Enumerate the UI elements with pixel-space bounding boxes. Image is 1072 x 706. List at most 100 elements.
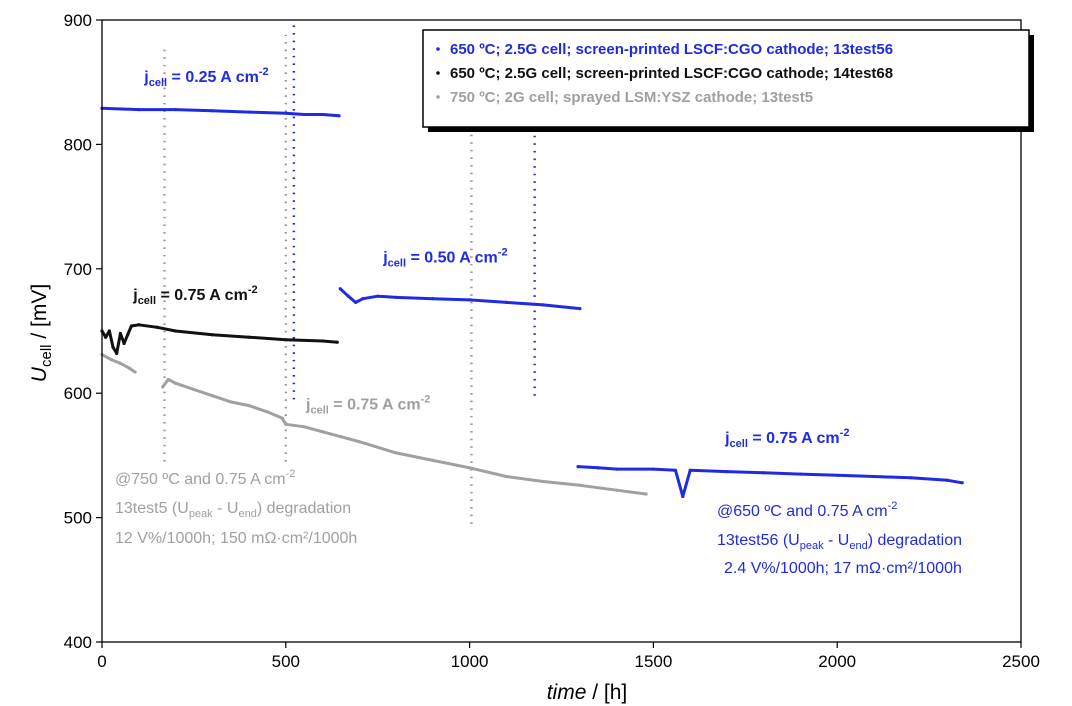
- data-point: [280, 416, 284, 420]
- data-point: [688, 468, 692, 472]
- data-point: [394, 451, 398, 455]
- current-density-label: jcell = 0.25 A cm-2: [143, 66, 268, 89]
- data-point: [302, 112, 306, 117]
- data-point: [137, 323, 141, 327]
- data-point: [725, 469, 729, 474]
- note-13test56-line1: @650 ºC and 0.75 A cm-2: [717, 500, 897, 520]
- series-3: [100, 353, 648, 496]
- data-point: [118, 331, 122, 336]
- data-point: [468, 466, 472, 470]
- y-tick-label: 700: [64, 260, 92, 279]
- data-point: [346, 294, 350, 298]
- data-point: [394, 295, 398, 300]
- y-tick-label: 600: [64, 384, 92, 403]
- data-point: [615, 488, 619, 492]
- note-13test5-line1: @750 ºC and 0.75 A cm-2: [115, 468, 295, 488]
- current-density-labels: jcell = 0.25 A cm-2 jcell = 0.50 A cm-2 jc…: [132, 66, 849, 450]
- y-tick-label: 500: [64, 509, 92, 528]
- data-point: [247, 335, 251, 339]
- data-point: [798, 472, 803, 476]
- y-tick-label: 400: [64, 633, 92, 652]
- data-point: [673, 468, 678, 472]
- legend-box: [422, 29, 1030, 128]
- data-point: [615, 467, 619, 471]
- data-point: [126, 333, 130, 337]
- data-point: [192, 387, 196, 392]
- plot-frame: [101, 19, 1022, 643]
- y-tick-label: 800: [64, 135, 92, 154]
- data-point: [173, 329, 178, 333]
- data-point: [320, 430, 325, 434]
- data-point: [320, 112, 325, 117]
- data-point: [284, 111, 288, 115]
- y-axis-title: Ucell / [mV]: [28, 284, 55, 382]
- note-13test5: @750 ºC and 0.75 A cm-2 13test5 (Upeak -…: [115, 468, 357, 547]
- data-point: [945, 478, 950, 482]
- data-point: [111, 345, 115, 349]
- legend-marker: [436, 95, 440, 99]
- data-point: [541, 303, 545, 307]
- data-point: [320, 339, 325, 343]
- series-2: [100, 323, 339, 355]
- y-axis: 400 500 600 700 800 900: [64, 11, 102, 652]
- data-point: [265, 410, 270, 414]
- data-point: [681, 494, 685, 499]
- data-point: [354, 300, 358, 304]
- data-point: [872, 474, 876, 479]
- legend-label: 750 ºC; 2G cell; sprayed LSM:YSZ cathode…: [450, 89, 813, 106]
- data-point: [109, 358, 113, 362]
- data-point: [578, 307, 582, 311]
- data-point: [576, 464, 580, 469]
- data-point: [909, 476, 913, 480]
- data-point: [104, 335, 108, 339]
- data-point: [284, 338, 288, 342]
- x-tick-label: 1500: [634, 652, 672, 671]
- data-point: [210, 394, 214, 398]
- data-point: [166, 377, 170, 382]
- legend-entries: 650 ºC; 2.5G cell; screen-printed LSCF:C…: [436, 41, 893, 106]
- data-point: [504, 300, 508, 304]
- data-point: [118, 361, 122, 365]
- data-point: [338, 287, 342, 291]
- x-tick-label: 2500: [1002, 652, 1040, 671]
- data-point: [161, 385, 165, 389]
- data-point: [284, 422, 288, 426]
- x-tick-label: 1000: [451, 652, 489, 671]
- data-point: [133, 370, 137, 374]
- current-density-label: jcell = 0.75 A cm-2: [132, 284, 257, 307]
- data-point: [361, 297, 365, 301]
- data-point: [431, 458, 435, 462]
- y-tick-label: 900: [64, 11, 92, 30]
- legend-marker: [436, 47, 440, 51]
- data-point: [504, 474, 508, 479]
- current-density-label: jcell = 0.75 A cm-2: [305, 393, 430, 416]
- data-point: [173, 381, 178, 385]
- data-point: [335, 340, 339, 344]
- data-point: [210, 333, 214, 337]
- data-point: [596, 466, 600, 470]
- data-point: [431, 297, 435, 301]
- data-point: [107, 329, 111, 333]
- note-13test5-line3: 12 V%/1000h; 150 mΩ·cm²/1000h: [115, 530, 357, 547]
- dotted-verticals: [163, 34, 473, 524]
- x-tick-label: 500: [272, 652, 300, 671]
- current-density-label: jcell = 0.75 A cm-2: [724, 427, 849, 450]
- data-point: [247, 404, 251, 408]
- data-point: [247, 110, 251, 114]
- data-point: [337, 114, 341, 118]
- legend-marker: [436, 71, 440, 75]
- data-point: [137, 107, 141, 112]
- x-tick-label: 0: [97, 652, 106, 671]
- x-tick-label: 2000: [818, 652, 856, 671]
- data-point: [762, 471, 766, 475]
- data-point: [339, 435, 343, 439]
- data-point: [210, 109, 214, 113]
- data-point: [302, 425, 306, 429]
- legend: 650 ºC; 2.5G cell; screen-printed LSCF:C…: [422, 29, 1034, 132]
- x-axis-title: time / [h]: [547, 681, 628, 704]
- data-point: [468, 298, 472, 302]
- data-point: [229, 400, 233, 404]
- series-segment: [161, 378, 647, 496]
- note-13test56-line3: 2.4 V%/1000h; 17 mΩ·cm²/1000h: [724, 560, 962, 577]
- data-point: [376, 294, 380, 298]
